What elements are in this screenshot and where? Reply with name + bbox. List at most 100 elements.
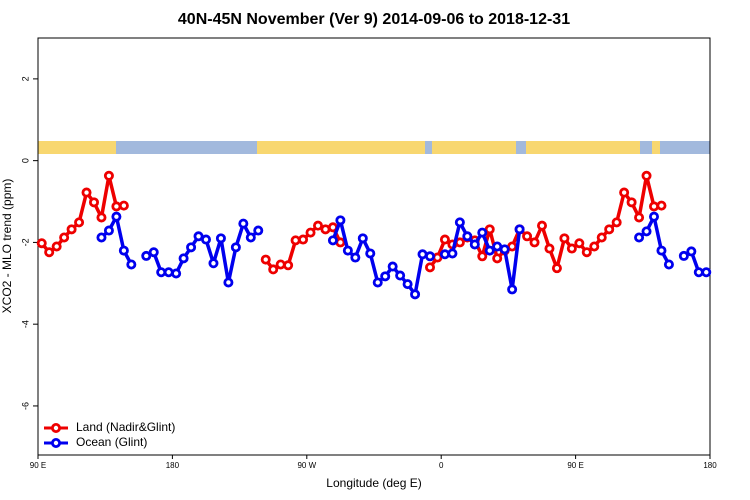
data-point: [126, 259, 137, 270]
data-point: [342, 245, 353, 256]
data-point: [148, 247, 159, 258]
data-point: [424, 251, 435, 262]
data-point: [335, 215, 346, 226]
data-point: [96, 232, 107, 243]
data-point: [245, 232, 256, 243]
data-point: [522, 231, 533, 242]
data-point: [186, 242, 197, 253]
data-point: [574, 238, 585, 249]
legend-swatch-marker: [51, 437, 62, 448]
y-tick-label: -6: [20, 402, 30, 410]
data-point: [268, 264, 279, 275]
data-point: [581, 247, 592, 258]
data-point: [350, 252, 361, 263]
x-tick-label: 180: [166, 461, 180, 470]
y-axis-label: XCO2 - MLO trend (ppm): [0, 179, 14, 314]
data-point: [477, 251, 488, 262]
data-point: [499, 244, 510, 255]
data-point: [439, 249, 450, 260]
data-point: [626, 197, 637, 208]
y-tick-label: 2: [20, 76, 30, 81]
data-point: [141, 250, 152, 261]
data-point: [111, 211, 122, 222]
data-point: [402, 279, 413, 290]
data-point: [305, 227, 316, 238]
data-point: [439, 234, 450, 245]
data-point: [656, 245, 667, 256]
data-point: [641, 170, 652, 181]
data-point: [462, 231, 473, 242]
data-point: [686, 246, 697, 257]
data-point: [380, 271, 391, 282]
data-point: [469, 239, 480, 250]
data-point: [649, 211, 660, 222]
data-point: [656, 200, 667, 211]
data-point: [81, 187, 92, 198]
data-point: [507, 284, 518, 295]
data-point: [215, 233, 226, 244]
data-point: [74, 217, 85, 228]
data-point: [66, 224, 77, 235]
legend-label: Land (Nadir&Glint): [76, 420, 175, 434]
data-point: [44, 247, 55, 258]
data-point: [529, 237, 540, 248]
data-point: [260, 254, 271, 265]
data-point: [223, 277, 234, 288]
legend-label: Ocean (Glint): [76, 435, 147, 449]
x-tick-label: 90 E: [567, 461, 583, 470]
data-point: [641, 226, 652, 237]
data-point: [327, 235, 338, 246]
data-point: [492, 253, 503, 264]
data-point: [51, 241, 62, 252]
data-point: [544, 243, 555, 254]
data-point: [619, 187, 630, 198]
data-point: [365, 248, 376, 259]
data-point: [96, 212, 107, 223]
data-point: [357, 233, 368, 244]
x-tick-label: 180: [703, 461, 717, 470]
y-tick-label: -2: [20, 238, 30, 246]
data-point: [103, 225, 114, 236]
data-point: [447, 248, 458, 259]
x-axis-label: Longitude (deg E): [326, 476, 421, 490]
data-point: [230, 242, 241, 253]
data-point: [566, 243, 577, 254]
data-point: [410, 289, 421, 300]
data-point: [36, 238, 47, 249]
data-point: [634, 212, 645, 223]
legend-swatch-marker: [51, 422, 62, 433]
data-point: [484, 224, 495, 235]
y-tick-label: 0: [20, 158, 30, 163]
data-point: [484, 245, 495, 256]
data-point: [663, 259, 674, 270]
data-point: [118, 245, 129, 256]
surface-band: [38, 141, 710, 154]
data-point: [537, 220, 548, 231]
data-point: [193, 231, 204, 242]
data-point: [387, 261, 398, 272]
data-point: [611, 217, 622, 228]
data-point: [604, 224, 615, 235]
data-point: [372, 277, 383, 288]
data-point: [163, 267, 174, 278]
data-point: [312, 220, 323, 231]
data-point: [432, 252, 443, 263]
data-point: [678, 250, 689, 261]
data-point: [596, 232, 607, 243]
data-point: [559, 233, 570, 244]
y-tick-label: -4: [20, 320, 30, 328]
data-point: [178, 253, 189, 264]
data-point: [477, 227, 488, 238]
data-point: [89, 197, 100, 208]
data-point: [634, 232, 645, 243]
data-point: [200, 234, 211, 245]
data-point: [118, 200, 129, 211]
data-point: [283, 260, 294, 271]
chart-title: 40N-45N November (Ver 9) 2014-09-06 to 2…: [178, 11, 570, 28]
data-point: [551, 263, 562, 274]
x-tick-label: 90 E: [30, 461, 46, 470]
data-point: [514, 224, 525, 235]
data-point: [238, 218, 249, 229]
data-point: [454, 217, 465, 228]
